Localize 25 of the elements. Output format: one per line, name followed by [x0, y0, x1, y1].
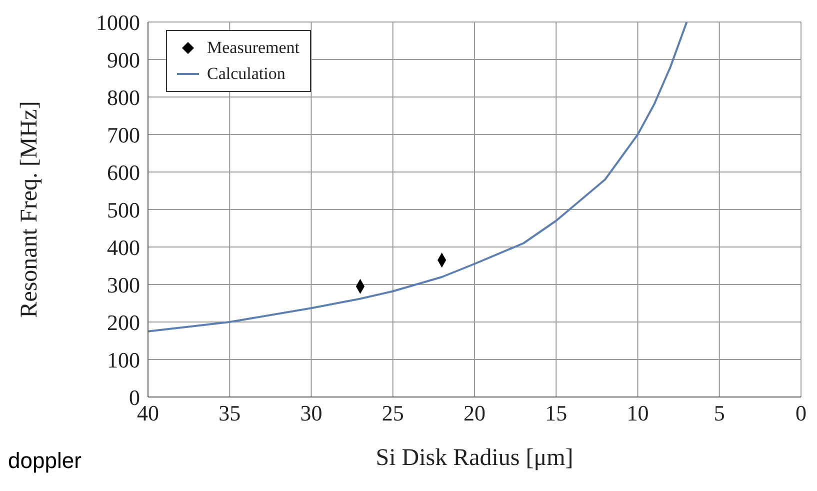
y-tick-label: 200 [107, 310, 140, 335]
x-tick-label: 35 [218, 400, 241, 426]
y-tick-label: 0 [129, 384, 140, 410]
y-tick-label: 300 [107, 272, 140, 298]
x-tick-label: 10 [626, 400, 649, 426]
x-tick-label: 20 [464, 400, 486, 426]
y-tick-label: 800 [107, 84, 140, 110]
y-axis-title: Resonant Freq. [MHz] [16, 101, 43, 318]
text: doppler [8, 448, 82, 474]
x-tick-label: 5 [714, 400, 725, 426]
x-tick-label: 15 [545, 400, 568, 426]
y-tick-label: 400 [107, 234, 140, 260]
y-tick-label: 600 [107, 160, 140, 185]
y-tick-label: 500 [107, 197, 140, 222]
x-tick-label: 25 [382, 400, 404, 426]
x-tick-label: 0 [796, 400, 806, 426]
y-tick-label: 100 [107, 347, 140, 372]
legend-label: Measurement [207, 37, 300, 59]
line-series [148, 22, 688, 332]
y-tick-label: 700 [107, 122, 140, 148]
x-tick-label: 30 [300, 400, 322, 426]
x-axis-title: Si Disk Radius [μm] [376, 445, 574, 471]
legend-label: Calculation [207, 63, 286, 85]
y-tick-label: 900 [107, 47, 140, 72]
y-tick-label: 1000 [96, 10, 140, 35]
